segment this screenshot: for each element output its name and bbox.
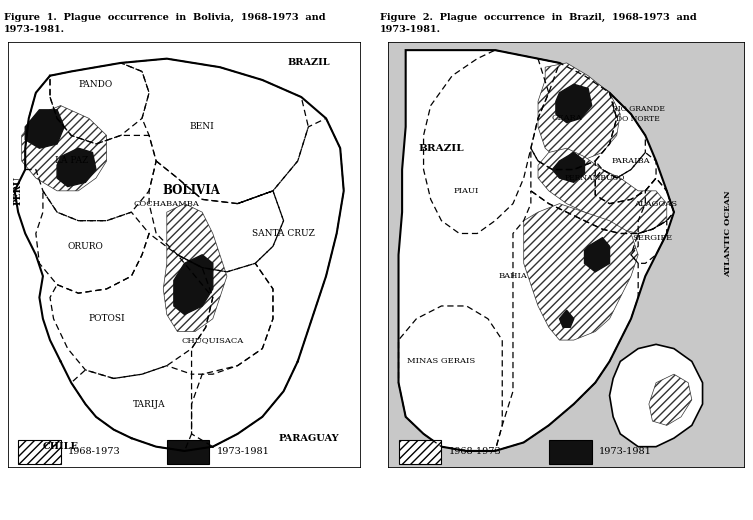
Text: 1973-1981: 1973-1981 [216, 447, 270, 456]
Bar [398, 440, 441, 464]
Text: BRAZIL: BRAZIL [287, 58, 330, 68]
Bar [549, 440, 592, 464]
Text: BENI: BENI [190, 122, 215, 132]
Text: 1973-1981: 1973-1981 [599, 447, 651, 456]
Polygon shape [538, 148, 667, 233]
Polygon shape [26, 110, 64, 148]
Text: PARAIBA: PARAIBA [611, 157, 651, 165]
Text: CEARA: CEARA [551, 114, 582, 122]
Text: CHILE: CHILE [43, 442, 78, 451]
Text: ORURO: ORURO [68, 242, 103, 251]
Text: BOLIVIA: BOLIVIA [163, 184, 221, 197]
Polygon shape [523, 204, 638, 340]
Polygon shape [584, 238, 609, 272]
Text: PIAUI: PIAUI [454, 187, 479, 195]
Polygon shape [398, 50, 674, 451]
Polygon shape [163, 204, 227, 332]
Polygon shape [174, 255, 213, 315]
Polygon shape [556, 84, 592, 123]
Text: ALAGOAS: ALAGOAS [635, 200, 678, 207]
Polygon shape [553, 152, 584, 183]
Text: POTOSI: POTOSI [88, 314, 125, 323]
Polygon shape [559, 310, 574, 327]
Text: 1968-1973: 1968-1973 [449, 447, 501, 456]
Text: LA PAZ: LA PAZ [54, 157, 88, 165]
Text: BRAZIL: BRAZIL [419, 144, 465, 153]
Text: COCHABAMBA: COCHABAMBA [134, 200, 200, 207]
Bar [18, 440, 60, 464]
Text: Figure  1.  Plague  occurrence  in  Bolivia,  1968-1973  and
1973-1981.: Figure 1. Plague occurrence in Bolivia, … [4, 13, 325, 34]
Bar [167, 440, 209, 464]
Text: MINAS GERAIS: MINAS GERAIS [407, 357, 476, 366]
Text: 1968-1973: 1968-1973 [68, 447, 120, 456]
Text: BAHIA: BAHIA [498, 272, 527, 280]
Text: PERU: PERU [14, 176, 23, 205]
Text: Figure  2.  Plague  occurrence  in  Brazil,  1968-1973  and
1973-1981.: Figure 2. Plague occurrence in Brazil, 1… [380, 13, 697, 34]
Text: CHUQUISACA: CHUQUISACA [181, 336, 244, 344]
Text: RIO GRANDE
DO NORTE: RIO GRANDE DO NORTE [611, 106, 665, 123]
Polygon shape [538, 63, 620, 161]
Text: PERNAMBUCO: PERNAMBUCO [565, 174, 626, 182]
Polygon shape [22, 106, 107, 191]
Text: SANTA CRUZ: SANTA CRUZ [252, 229, 315, 238]
Text: PARAGUAY: PARAGUAY [278, 434, 339, 443]
Text: SERGIPE: SERGIPE [633, 234, 672, 242]
Text: ATLANTIC OCEAN: ATLANTIC OCEAN [724, 190, 732, 277]
Polygon shape [609, 344, 703, 447]
Text: TARIJA: TARIJA [133, 399, 166, 409]
Polygon shape [649, 374, 692, 425]
Polygon shape [57, 148, 96, 187]
Text: PANDO: PANDO [79, 80, 113, 89]
